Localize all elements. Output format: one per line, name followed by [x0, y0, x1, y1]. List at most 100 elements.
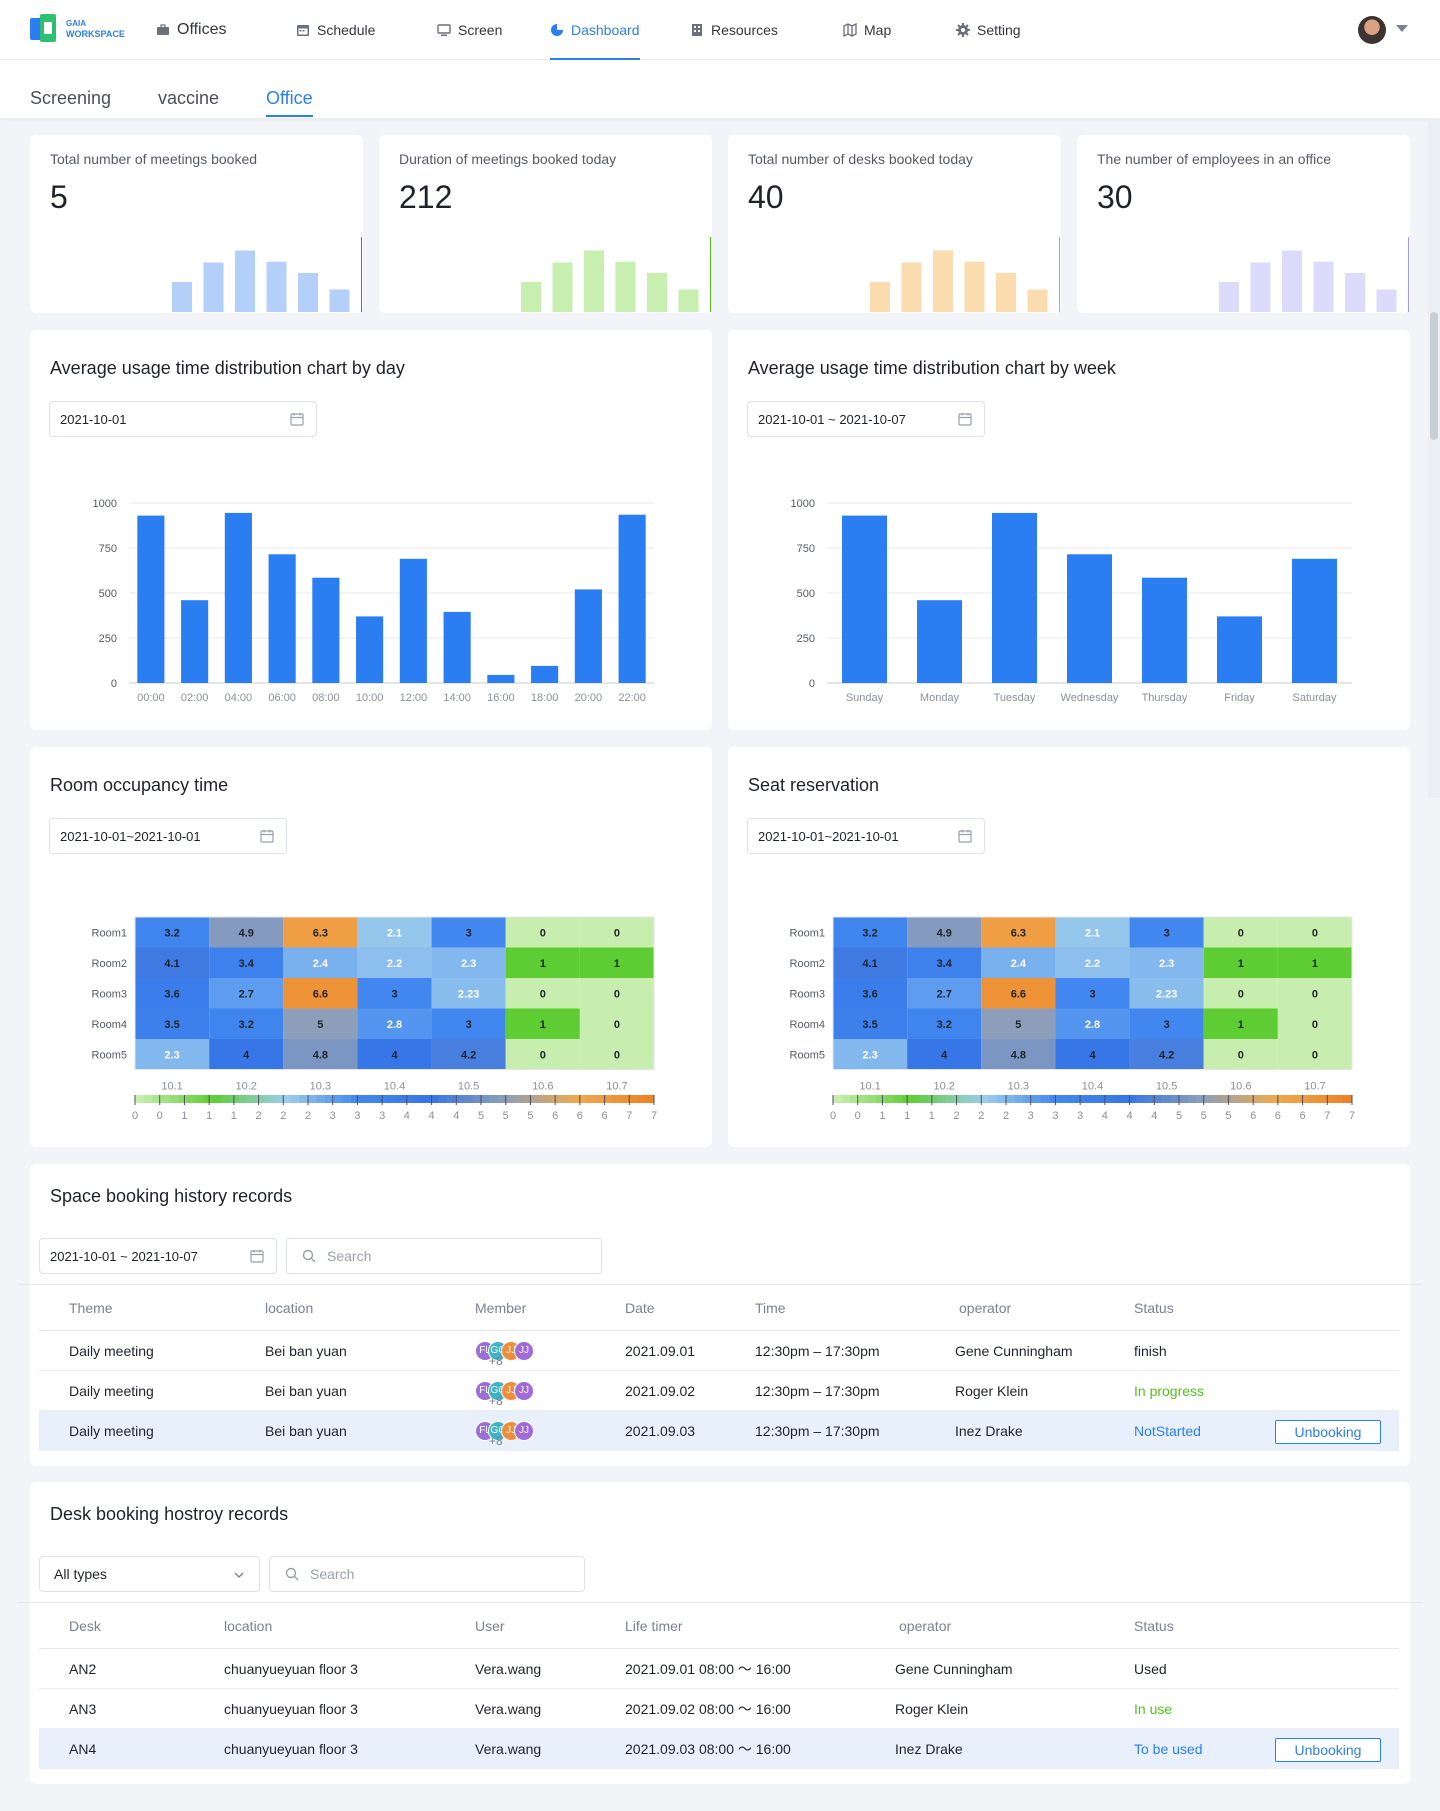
cell-value: 0 [540, 988, 546, 1000]
divider [39, 1648, 1399, 1649]
scale-segment [532, 1095, 543, 1103]
chevron-down-icon [234, 1572, 244, 1578]
column-header: User [475, 1618, 505, 1634]
day-date-picker[interactable]: 2021-10-01 [49, 401, 317, 437]
nav-screen[interactable]: Screen [437, 0, 502, 60]
scale-segment [169, 1095, 179, 1103]
stat-value: 40 [748, 179, 784, 215]
row-life-timer: 2021.09.01 08:00 ～ 16:00 [625, 1661, 791, 1677]
column-label: 10.3 [1008, 1081, 1029, 1093]
member-avatars[interactable]: FL GC JJ JJ +8 [475, 1381, 534, 1408]
y-tick-label: 0 [111, 678, 117, 690]
tab-vaccine[interactable]: vaccine [158, 88, 220, 108]
table-row[interactable]: AN3 chuanyueyuan floor 3 Vera.wang 2021.… [39, 1689, 1399, 1729]
space-search-input[interactable] [286, 1238, 602, 1274]
bar [399, 558, 427, 683]
heatmap-cell [1129, 1039, 1204, 1070]
mini-bar [552, 262, 573, 312]
desk-search-input[interactable] [269, 1556, 585, 1592]
nav-screen-label: Screen [458, 22, 503, 38]
unbooking-button[interactable]: Unbooking [1275, 1420, 1381, 1444]
nav-setting[interactable]: Setting [956, 0, 1021, 60]
user-avatar[interactable] [1358, 16, 1386, 44]
tab-office[interactable]: Office [266, 88, 313, 117]
heatmap-cell [981, 947, 1056, 978]
space-booking-card: Space booking history records 2021-10-01… [18, 1164, 1422, 1466]
day-distribution-card: Average usage time distribution chart by… [30, 330, 712, 730]
cell-value: 1 [1238, 958, 1244, 970]
heatmap-cell [209, 947, 284, 978]
card-title: Seat reservation [748, 775, 880, 795]
nav-dashboard[interactable]: Dashboard [550, 0, 640, 60]
heatmap-cell [1277, 1039, 1352, 1070]
nav-offices[interactable]: Offices [156, 0, 227, 60]
status-text: In use [1134, 1701, 1173, 1717]
heatmap-cell [579, 917, 654, 948]
week-date-picker[interactable]: 2021-10-01 ~ 2021-10-07 [747, 401, 985, 437]
heatmap-cell [833, 978, 908, 1009]
mini-bar [1027, 289, 1048, 312]
scale-segment [1326, 1095, 1336, 1103]
row-location: chuanyueyuan floor 3 [224, 1701, 358, 1717]
heatmap-cell [431, 1039, 506, 1070]
bar [224, 512, 252, 683]
x-tick-label: Tuesday [994, 692, 1036, 704]
cell-value: 3.4 [937, 958, 953, 970]
scale-segment [1213, 1095, 1223, 1103]
unbooking-button[interactable]: Unbooking [1275, 1738, 1381, 1762]
bar [842, 515, 887, 683]
table-row[interactable]: Daily meeting Bei ban yuan FL GC JJ JJ +… [39, 1331, 1399, 1371]
scale-segment [230, 1095, 240, 1103]
scale-segment [437, 1095, 447, 1103]
scale-segment [273, 1095, 283, 1103]
scale-segment [195, 1095, 205, 1103]
scale-segment [394, 1095, 404, 1103]
cell-value: 3.6 [164, 988, 179, 1000]
room-date-picker[interactable]: 2021-10-01~2021-10-01 [49, 818, 287, 854]
column-label: 10.6 [1230, 1081, 1251, 1093]
y-tick-label: 750 [797, 543, 815, 555]
nav-schedule[interactable]: Schedule [296, 0, 375, 60]
row-label: Room4 [790, 1019, 825, 1031]
search-icon [285, 1567, 299, 1581]
scale-segment [919, 1095, 929, 1103]
member-avatars[interactable]: FL GC JJ JJ +8 [475, 1421, 534, 1448]
seat-date-picker[interactable]: 2021-10-01~2021-10-01 [747, 818, 985, 854]
scale-label: 6 [1250, 1110, 1256, 1122]
table-row[interactable]: Daily meeting Bei ban yuan FL GC JJ JJ +… [39, 1411, 1399, 1451]
space-date-picker[interactable]: 2021-10-01 ~ 2021-10-07 [39, 1238, 277, 1274]
tab-screening[interactable]: Screening [30, 88, 112, 108]
gaia-workspace-logo[interactable]: GAIA WORKSPACE [30, 14, 125, 44]
scale-label: 1 [231, 1110, 237, 1122]
table-row[interactable]: AN4 chuanyueyuan floor 3 Vera.wang 2021.… [39, 1729, 1399, 1769]
heatmap-cell [981, 1008, 1056, 1039]
type-select[interactable]: All types [39, 1556, 260, 1592]
heatmap-cell [1055, 917, 1130, 948]
chevron-down-icon[interactable] [1396, 25, 1408, 32]
scale-segment [1006, 1095, 1016, 1103]
nav-setting-label: Setting [977, 22, 1021, 38]
scale-segment [1083, 1095, 1093, 1103]
cell-value: 3.2 [164, 927, 179, 939]
member-avatars[interactable]: FL GC JJ JJ +8 [475, 1341, 534, 1368]
scale-segment [359, 1095, 370, 1103]
table-row[interactable]: Daily meeting Bei ban yuan FL GC JJ JJ +… [39, 1371, 1399, 1411]
heatmap-cell [907, 917, 982, 948]
cell-value: 4 [391, 1049, 398, 1061]
nav-map[interactable]: Map [843, 0, 891, 60]
avatar: JJ [514, 1341, 534, 1361]
scale-segment [1317, 1095, 1327, 1103]
row-time: 12:30pm – 17:30pm [755, 1383, 880, 1399]
scale-segment [1291, 1095, 1301, 1103]
calendar-icon [296, 23, 310, 37]
scrollbar-track[interactable] [1428, 118, 1440, 798]
heatmap-cell [833, 947, 908, 978]
scale-label: 3 [1077, 1110, 1083, 1122]
scrollbar-thumb[interactable] [1430, 312, 1438, 440]
scale-label: 2 [1003, 1110, 1009, 1122]
row-desk: AN2 [69, 1661, 97, 1677]
heatmap-cell [209, 1008, 284, 1039]
avatar: JJ [514, 1381, 534, 1401]
table-row[interactable]: AN2 chuanyueyuan floor 3 Vera.wang 2021.… [39, 1649, 1399, 1689]
nav-resources[interactable]: Resources [690, 0, 778, 60]
